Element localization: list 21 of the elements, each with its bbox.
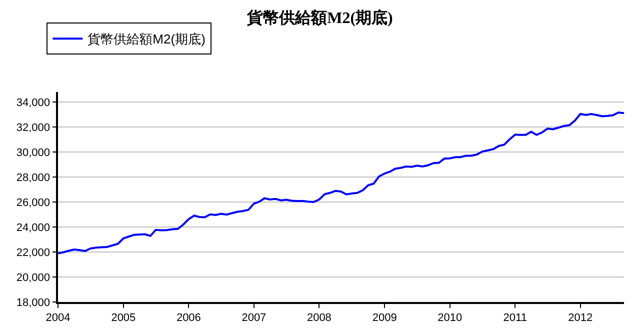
y-tick-label: 22,000 xyxy=(16,246,50,259)
x-tick-label: 2009 xyxy=(372,312,397,324)
x-tick-label: 2011 xyxy=(503,312,527,324)
x-tick-label: 2006 xyxy=(176,312,201,324)
x-tick-label: 2010 xyxy=(438,312,462,324)
x-tick-label: 2005 xyxy=(111,312,136,324)
chart-title: 貨幣供給額M2(期底) xyxy=(246,8,393,27)
y-tick-label: 32,000 xyxy=(16,122,50,134)
y-tick-label: 26,000 xyxy=(16,196,50,209)
legend-label: 貨幣供給額M2(期底) xyxy=(88,32,206,47)
y-tick-label: 18,000 xyxy=(16,296,50,309)
line-series xyxy=(58,112,624,254)
y-tick-label: 28,000 xyxy=(16,172,50,184)
x-tick-label: 2012 xyxy=(568,312,593,324)
y-tick-label: 34,000 xyxy=(16,96,50,109)
x-tick-label: 2008 xyxy=(306,312,332,324)
x-tick-label: 2004 xyxy=(46,312,70,324)
x-tick-label: 2007 xyxy=(242,312,266,324)
y-tick-label: 24,000 xyxy=(16,222,50,234)
y-tick-label: 30,000 xyxy=(16,146,50,159)
y-tick-label: 20,000 xyxy=(16,272,50,284)
